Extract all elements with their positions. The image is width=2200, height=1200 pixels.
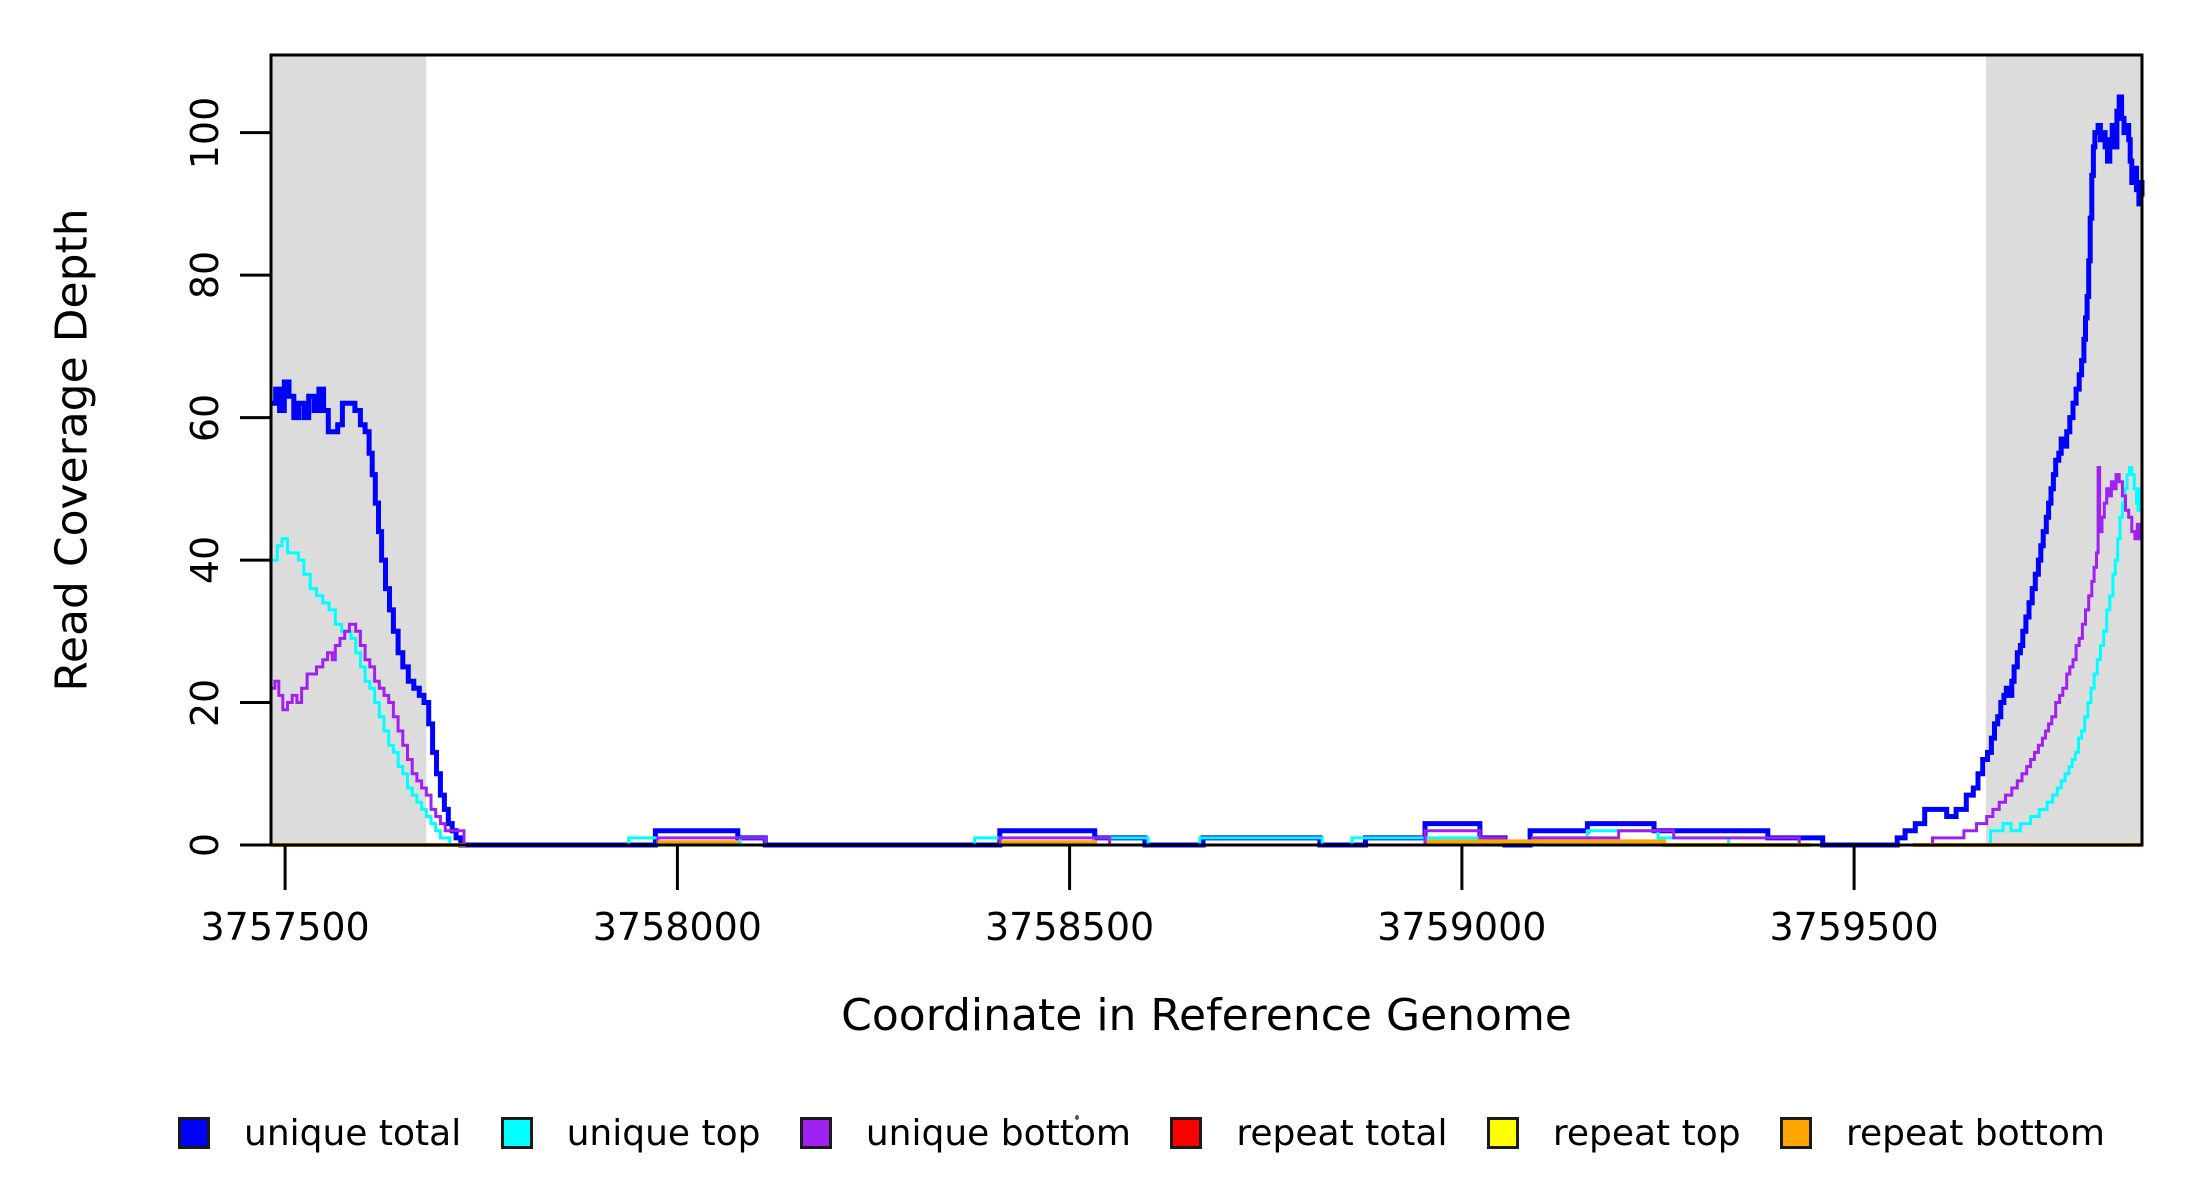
legend-entry-unique-bottom: unique bottom	[799, 1112, 1131, 1154]
legend-label: repeat total	[1236, 1112, 1448, 1154]
legend-swatch-icon	[178, 1117, 210, 1149]
x-tick-label: 3758000	[592, 905, 762, 949]
legend-swatch-icon	[1486, 1117, 1519, 1149]
legend-label: unique total	[244, 1112, 462, 1154]
legend-entry-repeat-bottom: repeat bottom	[1779, 1112, 2105, 1154]
legend-entry-unique-total: unique total	[178, 1113, 461, 1154]
legend-entry-repeat-top: repeat top	[1486, 1112, 1741, 1154]
legend: unique total unique top unique bottom repea…	[178, 1103, 2105, 1163]
series-unique-total	[271, 94, 2145, 848]
legend-label: unique bottom	[865, 1112, 1131, 1154]
y-tick-label: 80	[183, 250, 227, 300]
y-tick-label: 40	[183, 535, 227, 585]
legend-swatch-icon	[799, 1117, 832, 1149]
x-axis-title: Coordinate in Reference Genome	[841, 990, 1572, 1041]
y-tick-label: 60	[183, 393, 227, 442]
y-tick-label: 100	[183, 96, 227, 169]
legend-swatch-icon	[500, 1117, 533, 1149]
legend-swatch-icon	[1779, 1117, 1812, 1149]
series-unique-bottom	[271, 466, 2144, 847]
legend-label: unique top	[566, 1112, 761, 1154]
legend-label: repeat bottom	[1845, 1112, 2105, 1154]
x-tick-label: 3759500	[1769, 905, 1939, 949]
x-tick-label: 3758500	[984, 905, 1155, 949]
legend-entry-repeat-total: repeat total	[1170, 1113, 1447, 1154]
y-tick-label: 20	[183, 678, 227, 727]
y-axis-title: Read Coverage Depth	[46, 208, 98, 692]
plot-border	[269, 53, 2144, 847]
y-tick-label: 0	[183, 832, 227, 858]
stray-mark	[1075, 1115, 1079, 1120]
shaded-repeat-region	[271, 55, 427, 845]
x-tick-label: 3759000	[1377, 905, 1547, 949]
shaded-repeat-region	[1985, 55, 2142, 845]
series-unique-top	[271, 466, 2144, 847]
legend-entry-unique-top: unique top	[500, 1112, 761, 1154]
x-tick-label: 3757500	[200, 905, 370, 949]
legend-label: repeat top	[1552, 1112, 1741, 1154]
legend-swatch-icon	[1170, 1117, 1203, 1149]
